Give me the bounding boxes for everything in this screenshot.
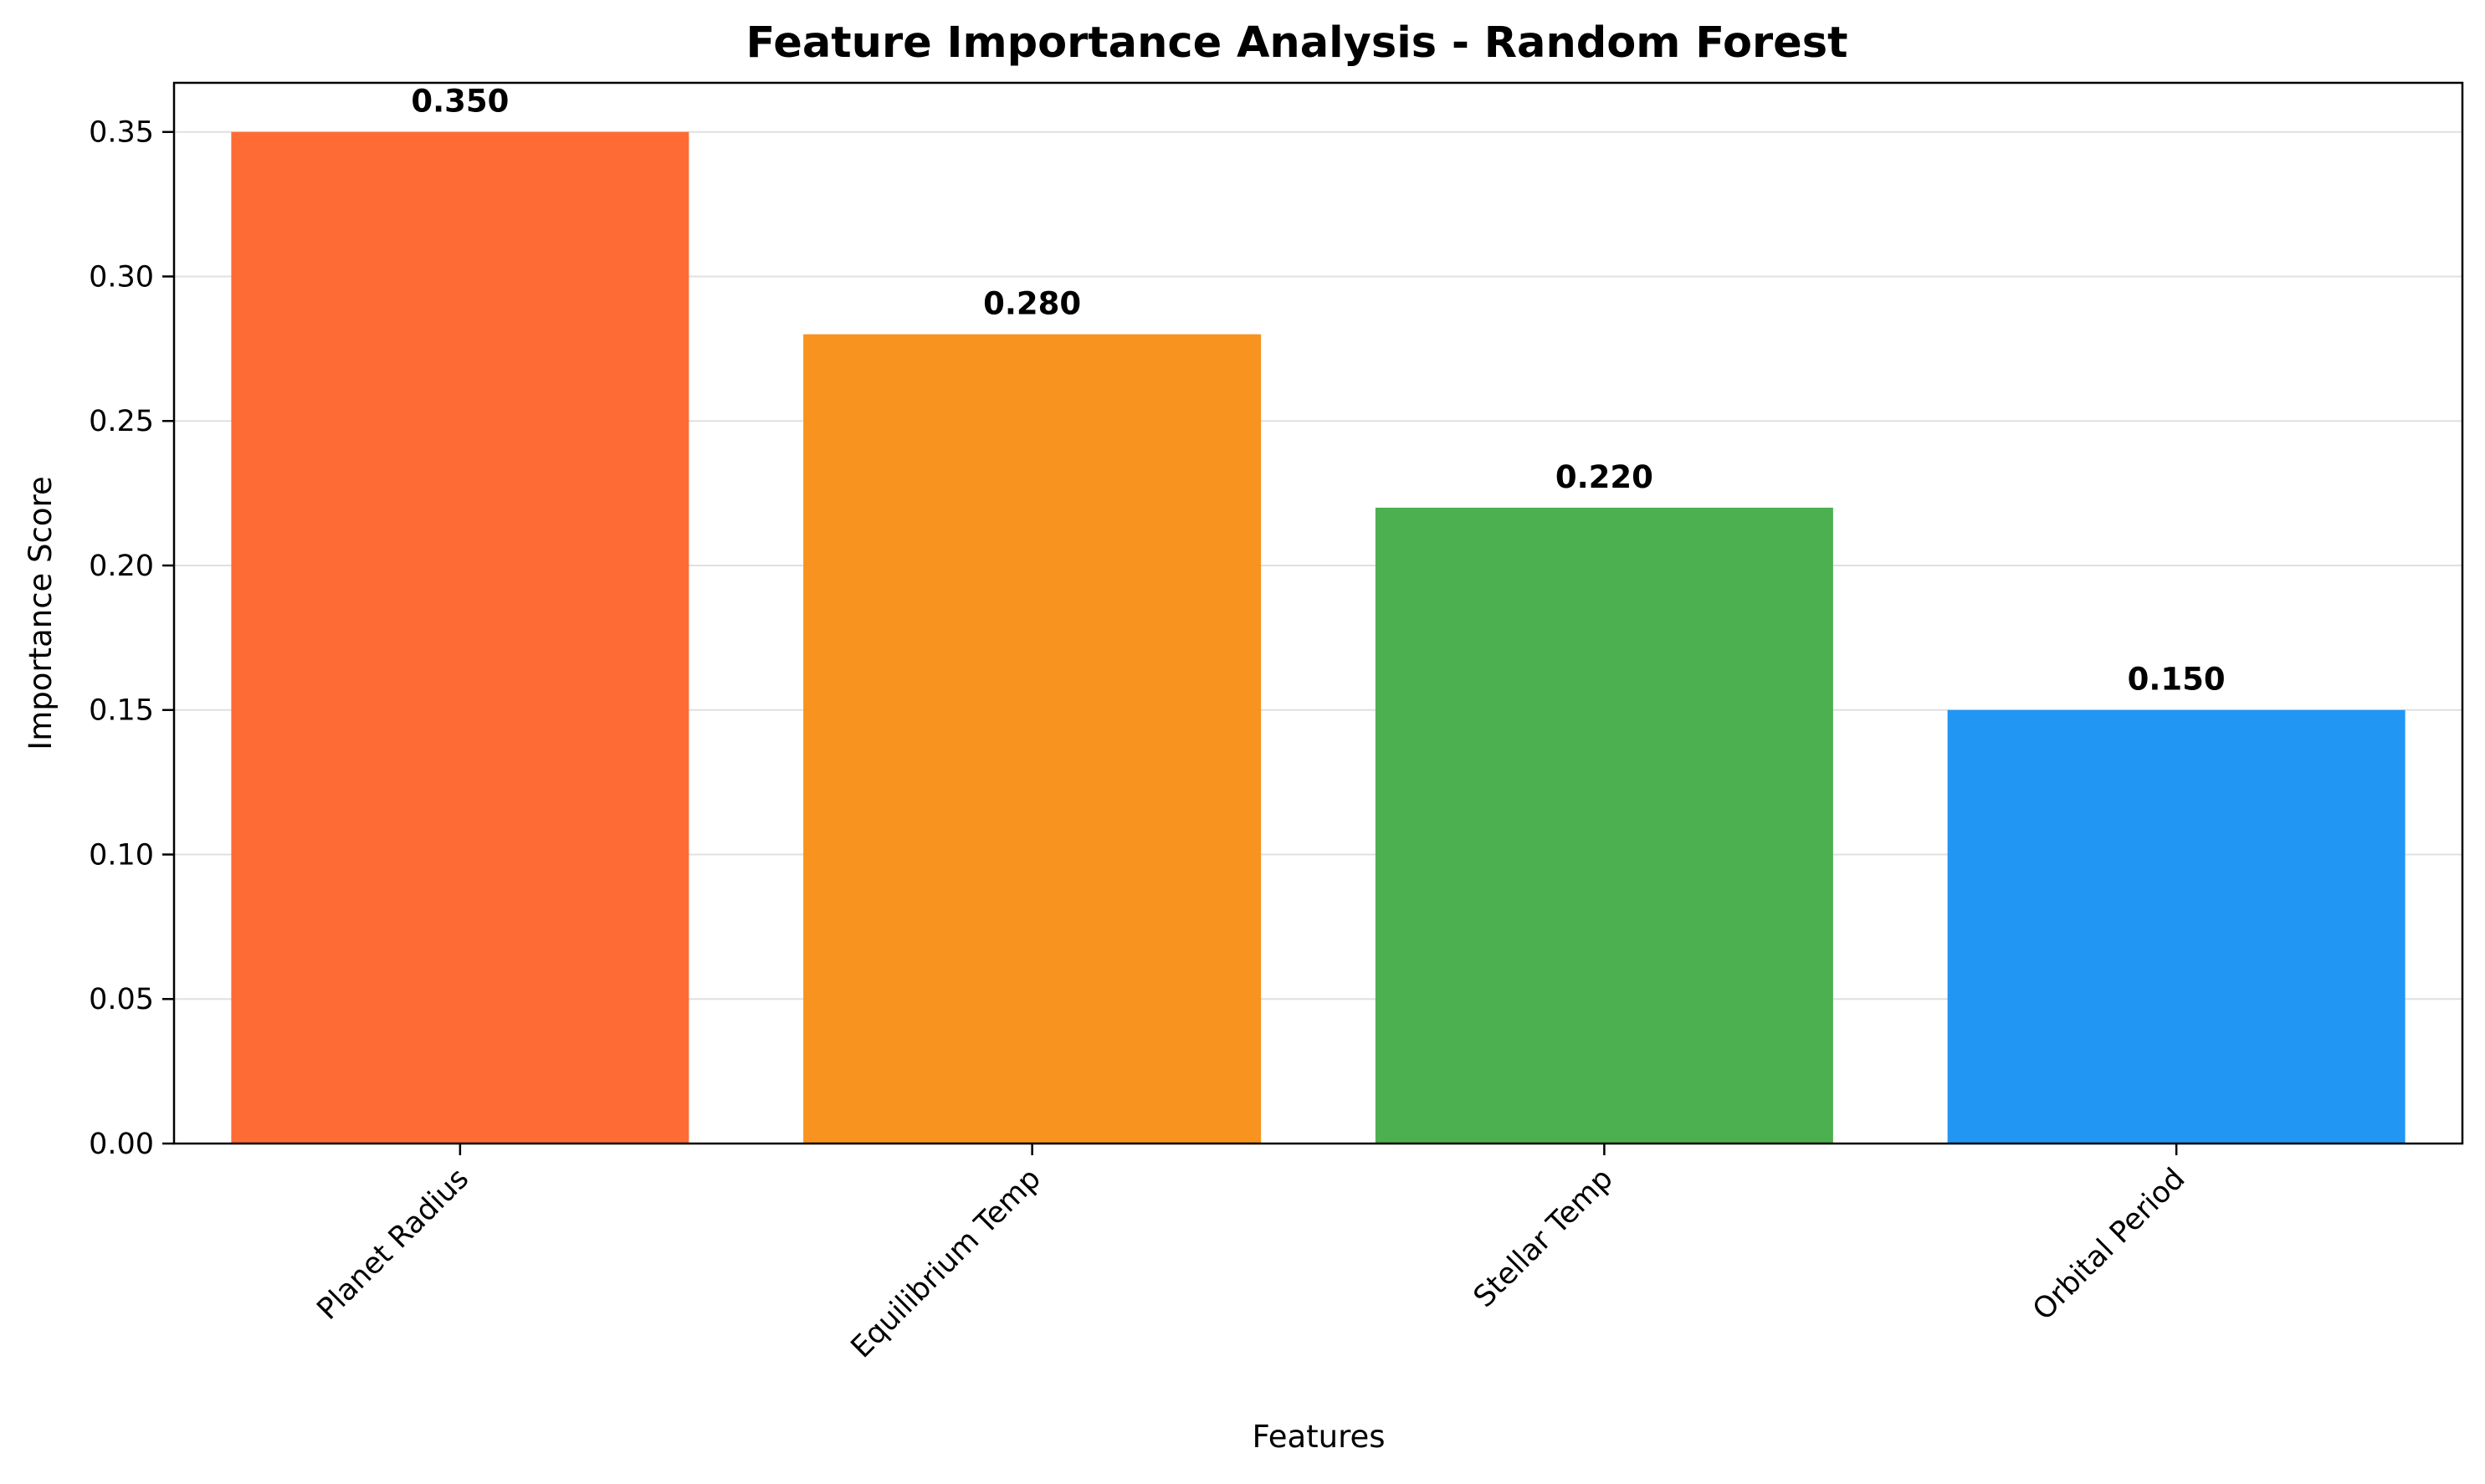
- y-tick-label: 0.00: [89, 1128, 154, 1161]
- plot-frame: [172, 81, 2464, 1145]
- bar: [803, 334, 1262, 1144]
- y-tick-label: 0.15: [89, 694, 154, 728]
- bar-value-label: 0.280: [983, 286, 1081, 322]
- bar-value-label: 0.350: [411, 84, 509, 120]
- bar-value-label: 0.220: [1555, 459, 1653, 495]
- y-tick-label: 0.25: [89, 405, 154, 438]
- y-axis-label: Importance Score: [23, 476, 59, 750]
- y-tick-label: 0.05: [89, 983, 154, 1016]
- bar: [1947, 709, 2406, 1144]
- y-tick-label: 0.20: [89, 550, 154, 583]
- y-tick-label: 0.30: [89, 260, 154, 294]
- bar-value-label: 0.150: [2128, 662, 2226, 698]
- y-tick-label: 0.10: [89, 838, 154, 872]
- axes: [162, 81, 2464, 1155]
- bar: [231, 131, 689, 1144]
- bar: [1375, 507, 1833, 1144]
- chart-title: Feature Importance Analysis - Random For…: [746, 18, 1848, 68]
- x-axis-label: Features: [1252, 1419, 1385, 1455]
- bars: [231, 131, 2406, 1144]
- y-tick-label: 0.35: [89, 116, 154, 150]
